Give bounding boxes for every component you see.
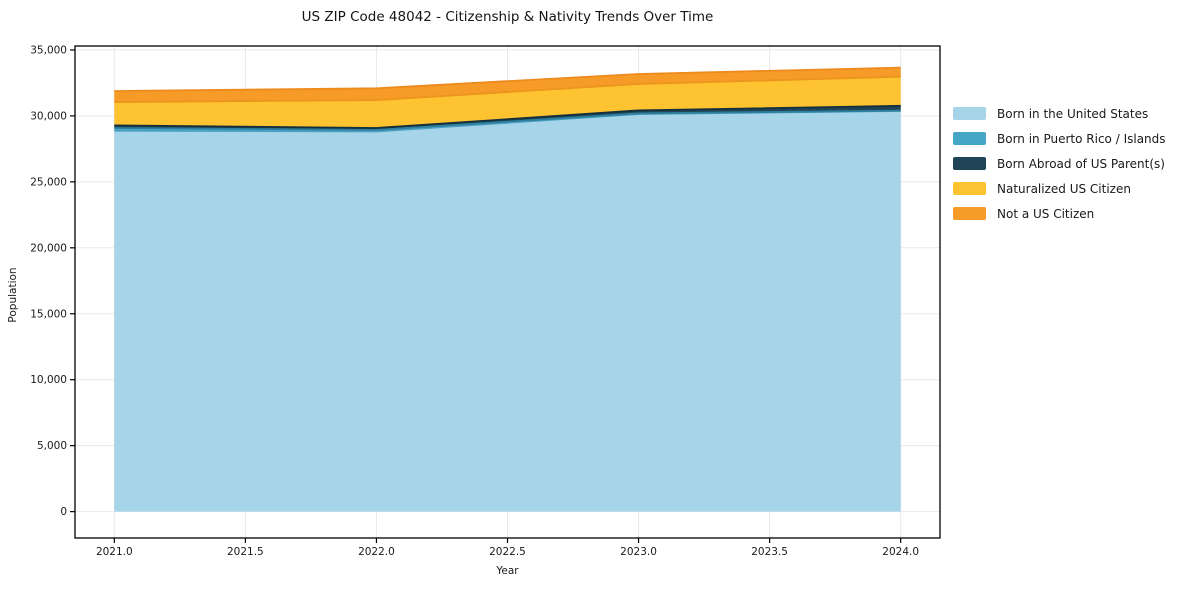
y-tick-label: 0 xyxy=(60,506,67,518)
legend-label-pr_islands: Born in Puerto Rico / Islands xyxy=(997,131,1166,146)
legend-swatch-born_abroad xyxy=(953,157,986,170)
y-axis-label: Population xyxy=(7,267,19,323)
legend-label-born_us: Born in the United States xyxy=(997,106,1149,121)
legend-item-born_abroad: Born Abroad of US Parent(s) xyxy=(953,151,1166,176)
legend: Born in the United States Born in Puerto … xyxy=(953,101,1166,226)
edge-not_citizen xyxy=(114,66,901,92)
x-tick-label: 2023.5 xyxy=(751,546,788,558)
area-born_us xyxy=(114,111,901,512)
y-tick-label: 5,000 xyxy=(37,440,67,452)
legend-swatch-not_citizen xyxy=(953,207,986,220)
edge-pr_islands xyxy=(114,109,901,131)
legend-item-born_us: Born in the United States xyxy=(953,101,1166,126)
x-tick-label: 2021.0 xyxy=(96,546,133,558)
x-tick-label: 2023.0 xyxy=(620,546,657,558)
legend-label-naturalized: Naturalized US Citizen xyxy=(997,181,1131,196)
edge-naturalized xyxy=(114,75,901,103)
x-tick-label: 2024.0 xyxy=(882,546,919,558)
legend-item-naturalized: Naturalized US Citizen xyxy=(953,176,1166,201)
area-not_citizen xyxy=(114,67,901,103)
x-axis-label: Year xyxy=(496,565,519,577)
legend-item-not_citizen: Not a US Citizen xyxy=(953,201,1166,226)
y-tick-label: 10,000 xyxy=(30,374,67,386)
legend-swatch-born_us xyxy=(953,107,986,120)
x-tick-label: 2022.5 xyxy=(489,546,526,558)
legend-swatch-pr_islands xyxy=(953,132,986,145)
y-tick-label: 20,000 xyxy=(30,242,67,254)
y-tick-label: 35,000 xyxy=(30,44,67,56)
legend-label-born_abroad: Born Abroad of US Parent(s) xyxy=(997,156,1165,171)
edge-born_abroad xyxy=(114,104,901,129)
x-tick-label: 2021.5 xyxy=(227,546,264,558)
x-tick-label: 2022.0 xyxy=(358,546,395,558)
legend-label-not_citizen: Not a US Citizen xyxy=(997,206,1095,221)
y-tick-label: 15,000 xyxy=(30,308,67,320)
y-tick-label: 25,000 xyxy=(30,176,67,188)
area-naturalized xyxy=(114,76,901,128)
legend-swatch-naturalized xyxy=(953,182,986,195)
legend-item-pr_islands: Born in Puerto Rico / Islands xyxy=(953,126,1166,151)
plot-border xyxy=(74,45,941,539)
y-tick-label: 30,000 xyxy=(30,110,67,122)
chart-title: US ZIP Code 48042 - Citizenship & Nativi… xyxy=(301,9,714,25)
